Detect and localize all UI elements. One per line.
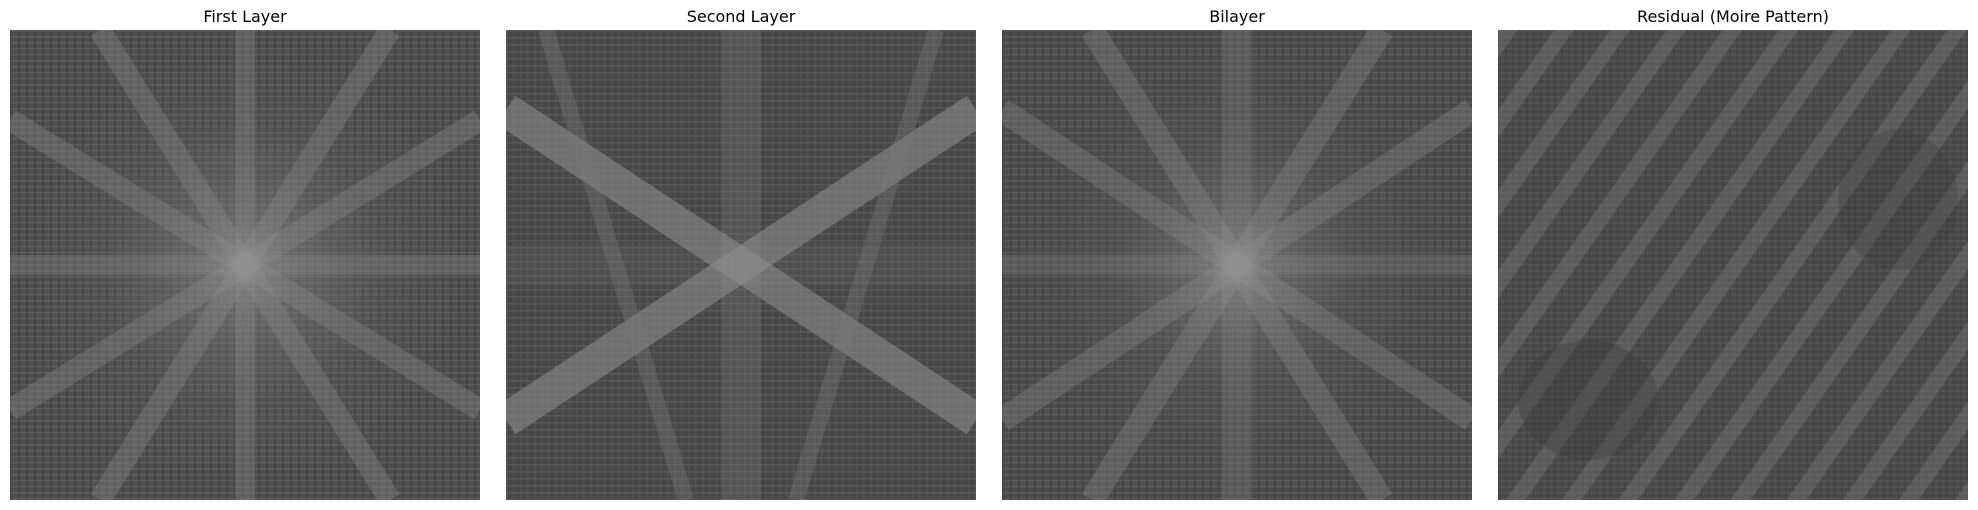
panel-title: Residual (Moire Pattern)	[1637, 7, 1829, 26]
panel-second-layer: Second Layer	[506, 0, 976, 510]
bilayer-image	[1002, 30, 1472, 500]
panel-residual: Residual (Moire Pattern)	[1498, 0, 1968, 510]
first-layer-image	[10, 30, 480, 500]
panel-title: First Layer	[203, 7, 287, 26]
second-layer-image	[506, 30, 976, 500]
panel-title: Bilayer	[1209, 7, 1265, 26]
residual-moire-image	[1498, 30, 1968, 500]
panel-bilayer: Bilayer	[1002, 0, 1472, 510]
panel-first-layer: First Layer	[10, 0, 480, 510]
panel-title: Second Layer	[686, 7, 796, 26]
